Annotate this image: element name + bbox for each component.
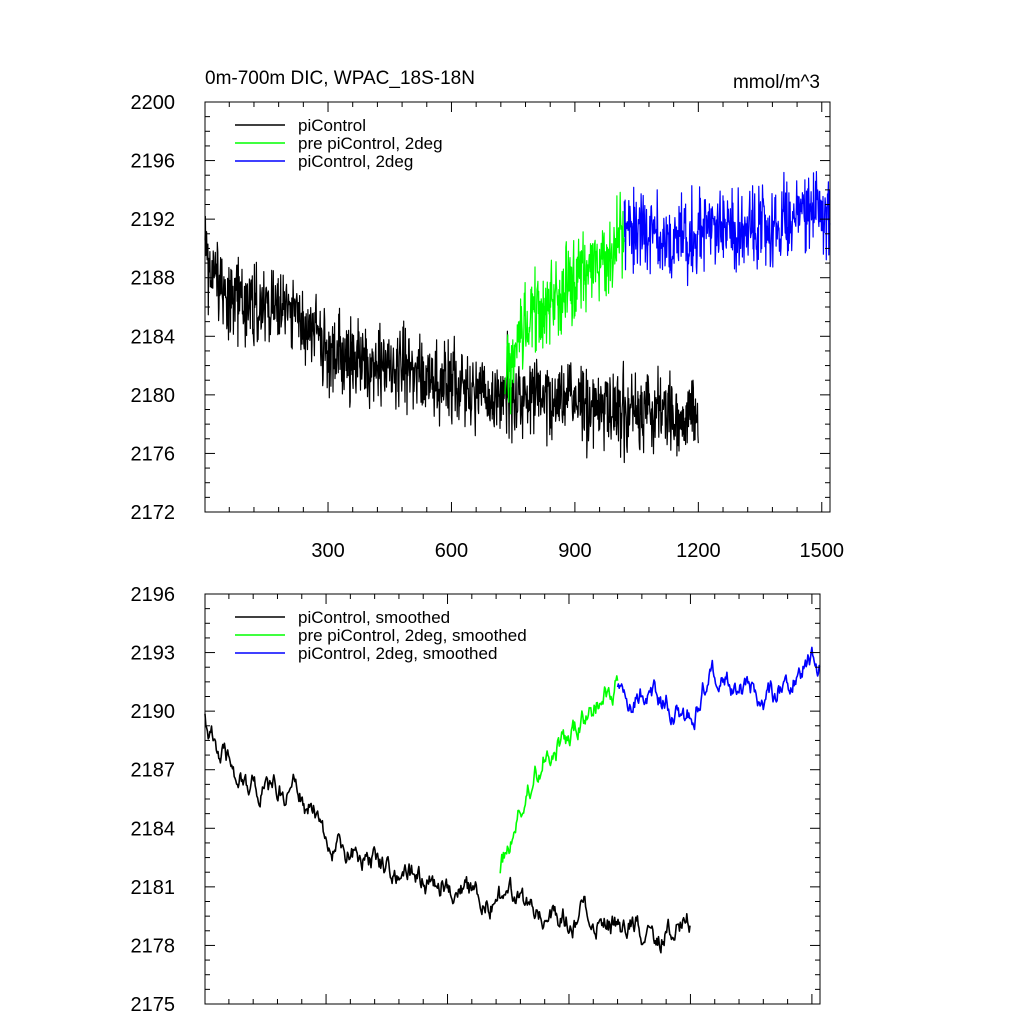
- y-tick-label: 2193: [131, 643, 176, 665]
- y-tick-label: 2192: [131, 209, 176, 231]
- x-tick-label: 600: [435, 540, 468, 562]
- legend-label-2: pre piControl, 2deg: [298, 134, 443, 153]
- series-group: [204, 646, 821, 954]
- axes: 2172 2176 2180 2184 2188 2192 2196 2200 300 600 90…: [131, 92, 845, 562]
- y-tick-label: 2181: [131, 877, 176, 899]
- y-tick-label: 2175: [131, 994, 176, 1016]
- series-line-3: [616, 646, 821, 731]
- series-line-1: [204, 215, 699, 464]
- y-tick-label: 2200: [131, 92, 176, 114]
- units-label: mmol/m^3: [733, 72, 820, 93]
- y-tick-label: 2190: [131, 701, 176, 723]
- chart-title: 0m-700m DIC, WPAC_18S-18N: [205, 68, 475, 89]
- legend-label-1: piControl: [298, 116, 366, 135]
- y-tick-label: 2188: [131, 268, 176, 290]
- y-tick-label: 2178: [131, 935, 176, 957]
- series-line-2: [499, 675, 619, 874]
- y-tick-label: 2184: [131, 326, 176, 348]
- y-tick-label: 2172: [131, 502, 176, 524]
- x-tick-label: 1500: [800, 540, 845, 562]
- y-tick-label: 2180: [131, 385, 176, 407]
- y-tick-label: 2184: [131, 818, 176, 840]
- series-group: [204, 171, 831, 464]
- y-tick-label: 2176: [131, 443, 176, 465]
- x-tick-label: 1200: [676, 540, 721, 562]
- y-tick-label: 2196: [131, 151, 176, 173]
- axes: 2175 2178 2181 2184 2187 2190 2193 2196: [131, 584, 821, 1016]
- top-panel: 0m-700m DIC, WPAC_18S-18N mmol/m^3 piCon…: [131, 68, 845, 562]
- series-line-3: [623, 171, 831, 287]
- series-line-1: [204, 713, 691, 954]
- legend-label-1: piControl, smoothed: [298, 608, 450, 627]
- y-tick-label: 2196: [131, 584, 176, 606]
- legend-label-3: piControl, 2deg, smoothed: [298, 644, 497, 663]
- legend-label-3: piControl, 2deg: [298, 152, 413, 171]
- y-tick-label: 2187: [131, 760, 176, 782]
- x-tick-label: 300: [311, 540, 344, 562]
- series-line-2: [504, 191, 625, 415]
- x-tick-label: 900: [558, 540, 591, 562]
- legend-label-2: pre piControl, 2deg, smoothed: [298, 626, 527, 645]
